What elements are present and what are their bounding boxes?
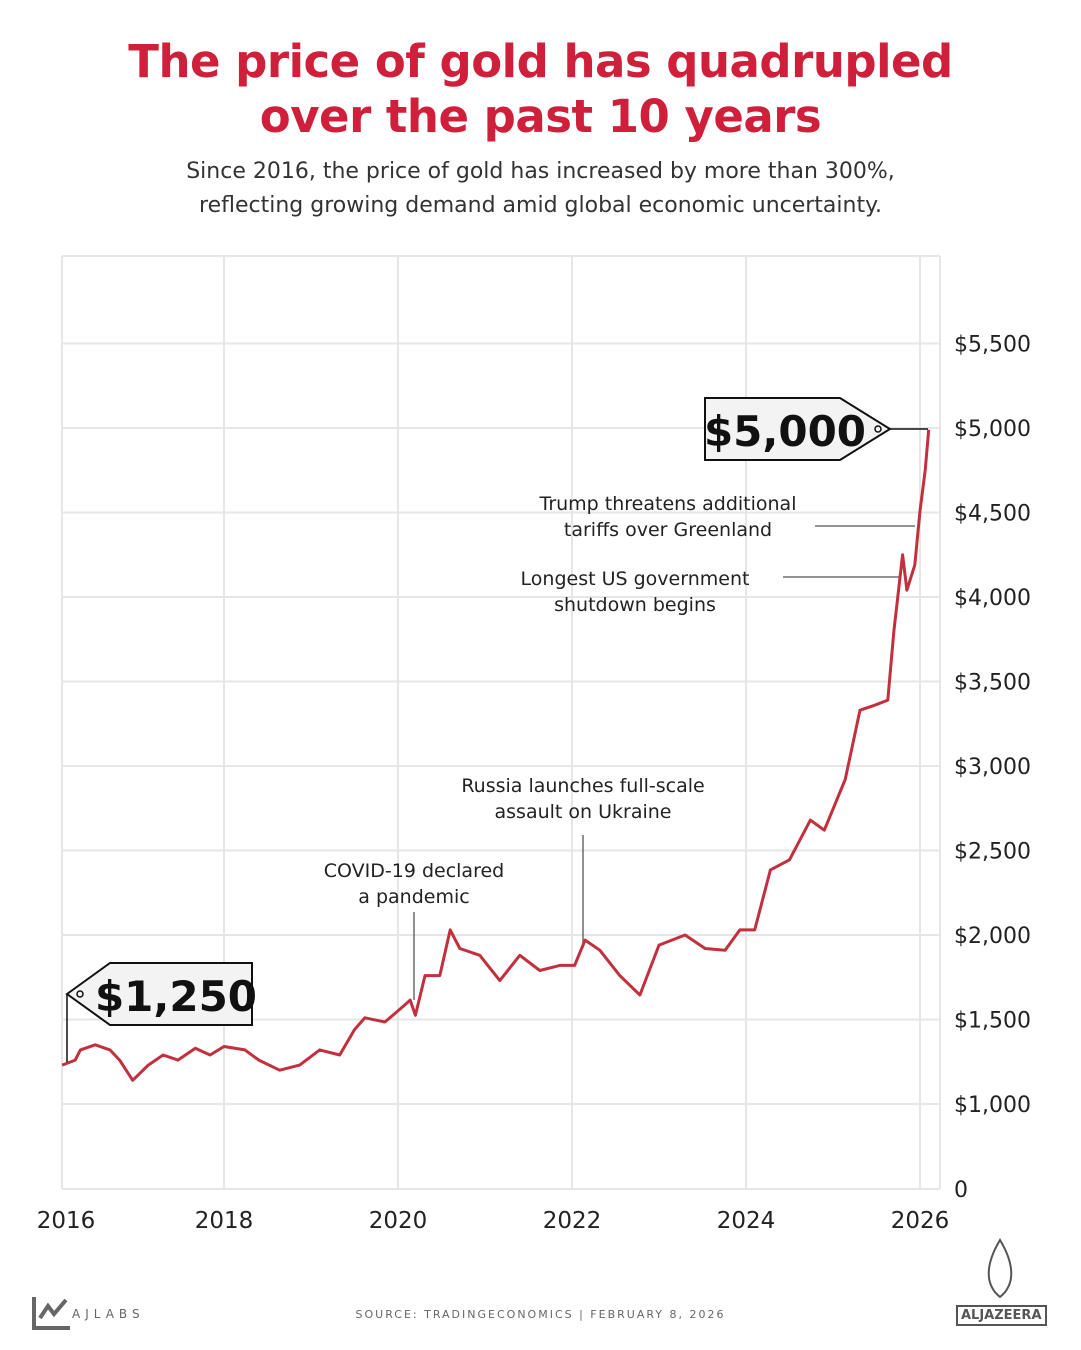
title-line: The price of gold has quadrupled bbox=[128, 35, 953, 88]
y-tick-label: $2,000 bbox=[954, 924, 1031, 949]
x-tick-label: 2020 bbox=[369, 1208, 428, 1234]
annotation-text: tariffs over Greenland bbox=[564, 519, 772, 541]
y-tick-label: $2,500 bbox=[954, 840, 1031, 865]
aljazeera-emblem-icon bbox=[987, 1238, 1013, 1299]
annotation-text: a pandemic bbox=[358, 886, 469, 908]
callout-label: $5,000 bbox=[704, 407, 866, 456]
subtitle-line: reflecting growing demand amid global ec… bbox=[199, 193, 882, 218]
x-tick-label: 2018 bbox=[195, 1208, 254, 1234]
y-tick-label: $4,500 bbox=[954, 502, 1031, 527]
y-tick-label: $3,000 bbox=[954, 755, 1031, 780]
source-note: SOURCE: TRADINGECONOMICS | FEBRUARY 8, 2… bbox=[355, 1308, 726, 1321]
y-tick-label: $5,500 bbox=[954, 333, 1031, 358]
x-tick-label: 2016 bbox=[37, 1208, 96, 1234]
callout-label: $1,250 bbox=[95, 972, 257, 1021]
y-tick-label: $5,000 bbox=[954, 417, 1031, 442]
annotation-text: COVID-19 declared bbox=[324, 860, 504, 882]
chart-title: The price of gold has quadrupled over th… bbox=[0, 34, 1081, 144]
y-tick-label: $4,000 bbox=[954, 586, 1031, 611]
y-tick-label: 0 bbox=[954, 1178, 968, 1203]
subtitle-line: Since 2016, the price of gold has increa… bbox=[186, 159, 895, 184]
price-line bbox=[61, 429, 931, 1082]
price-tag-start bbox=[65, 962, 253, 1026]
y-tick-label: $3,500 bbox=[954, 671, 1031, 696]
annotation-text: Trump threatens additional bbox=[539, 493, 797, 515]
y-tick-label: $1,000 bbox=[954, 1093, 1031, 1118]
annotation-text: assault on Ukraine bbox=[495, 801, 672, 823]
tag-hole-icon bbox=[76, 990, 84, 998]
price-tag-end bbox=[704, 397, 892, 461]
chart-subtitle: Since 2016, the price of gold has increa… bbox=[0, 155, 1081, 223]
x-tick-label: 2022 bbox=[543, 1208, 602, 1234]
annotation-text: Longest US government bbox=[521, 568, 750, 590]
title-line: over the past 10 years bbox=[259, 90, 822, 143]
y-tick-label: $1,500 bbox=[954, 1009, 1031, 1034]
ajlabs-chart-icon bbox=[32, 1297, 70, 1330]
ajlabs-logo: AJLABS bbox=[72, 1307, 145, 1321]
tag-hole-icon bbox=[874, 425, 882, 433]
x-tick-label: 2026 bbox=[891, 1208, 950, 1234]
x-tick-label: 2024 bbox=[717, 1208, 776, 1234]
annotation-text: shutdown begins bbox=[554, 594, 716, 616]
aljazeera-logo: ALJAZEERA bbox=[956, 1305, 1047, 1326]
annotation-text: Russia launches full-scale bbox=[461, 775, 704, 797]
